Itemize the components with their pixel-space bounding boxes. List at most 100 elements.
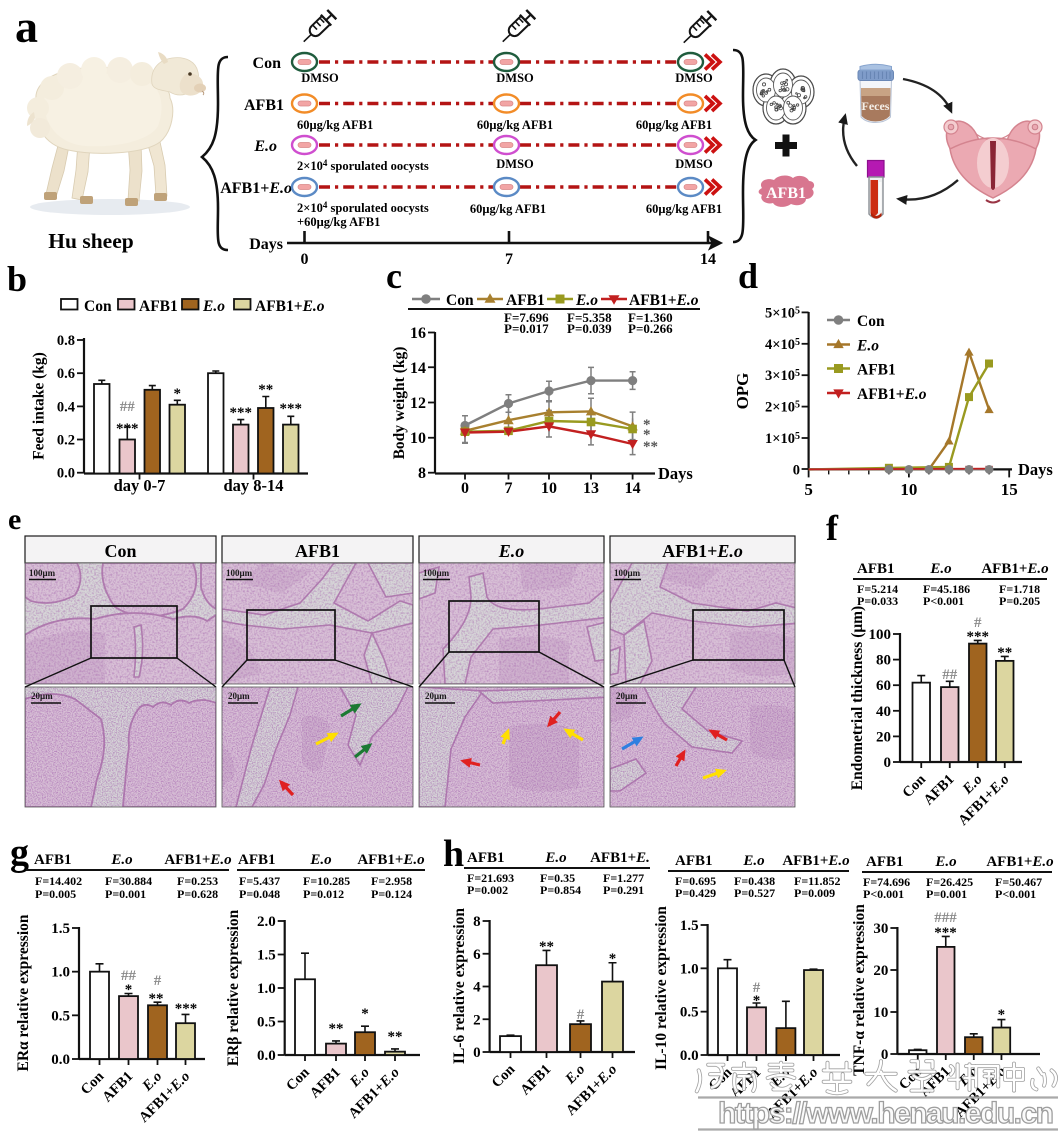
svg-text:100μm: 100μm <box>614 568 641 578</box>
svg-text:Con: Con <box>84 298 112 315</box>
svg-text:100: 100 <box>869 627 892 643</box>
svg-text:20μm: 20μm <box>228 691 250 701</box>
svg-text:AFB1+E.o: AFB1+E.o <box>164 852 231 868</box>
svg-text:0: 0 <box>473 1045 481 1061</box>
svg-text:13: 13 <box>583 480 599 497</box>
svg-text:#: # <box>154 973 162 989</box>
svg-text:2×104 sporulated oocysts: 2×104 sporulated oocysts <box>297 158 429 173</box>
svg-text:Endometrial thickness (μm): Endometrial thickness (μm) <box>849 606 866 790</box>
svg-text:AFB1: AFB1 <box>99 1069 136 1106</box>
svg-text:AFB1: AFB1 <box>506 292 545 309</box>
svg-text:1.5: 1.5 <box>257 948 276 964</box>
svg-text:20μm: 20μm <box>31 691 53 701</box>
svg-text:AFB1: AFB1 <box>34 852 72 868</box>
svg-text:AFB1+E.o: AFB1+E.o <box>629 292 699 309</box>
svg-text:4×105: 4×105 <box>765 337 800 353</box>
svg-text:P<0.001: P<0.001 <box>995 887 1036 901</box>
svg-text:F=1.277: F=1.277 <box>603 871 644 885</box>
svg-text:100μm: 100μm <box>423 568 450 578</box>
svg-text:***: *** <box>175 1001 198 1017</box>
svg-text:P=0.429: P=0.429 <box>675 886 716 900</box>
svg-text:0: 0 <box>301 251 309 268</box>
svg-text:5: 5 <box>804 480 813 499</box>
svg-text:d: d <box>738 256 758 296</box>
svg-text:b: b <box>7 259 27 299</box>
svg-text:ERβ relative expression: ERβ relative expression <box>225 909 242 1066</box>
svg-text:7: 7 <box>505 480 513 497</box>
svg-text:E.o: E.o <box>309 852 331 868</box>
svg-text:IL-6 relative expression: IL-6 relative expression <box>451 908 468 1065</box>
svg-text:*: * <box>609 951 617 967</box>
svg-text:##: ## <box>121 968 137 984</box>
svg-text:AFB1: AFB1 <box>139 298 178 315</box>
svg-text:1×105: 1×105 <box>765 431 800 447</box>
svg-text:E.o: E.o <box>202 298 225 315</box>
svg-text:60μg/kg AFB1: 60μg/kg AFB1 <box>470 202 546 216</box>
svg-text:AFB1+E.o: AFB1+E.o <box>955 772 1012 829</box>
svg-text:AFB1: AFB1 <box>866 854 904 870</box>
svg-text:2: 2 <box>473 1012 481 1028</box>
svg-text:AFB1: AFB1 <box>675 853 713 869</box>
svg-text:4: 4 <box>473 980 481 996</box>
svg-text:0.4: 0.4 <box>57 399 75 415</box>
svg-text:Days: Days <box>1018 460 1053 479</box>
svg-text:14: 14 <box>410 360 426 377</box>
svg-text:AFB1: AFB1 <box>857 561 895 577</box>
svg-text:1.0: 1.0 <box>51 965 70 981</box>
svg-text:ERα relative expression: ERα relative expression <box>15 914 32 1071</box>
svg-text:100μm: 100μm <box>29 568 56 578</box>
svg-text:60μg/kg AFB1: 60μg/kg AFB1 <box>636 118 712 132</box>
svg-text:AFB1+E.o: AFB1+E.o <box>782 853 849 869</box>
svg-text:0.5: 0.5 <box>51 1008 70 1024</box>
svg-text:**: ** <box>329 1021 344 1037</box>
svg-text:**: ** <box>539 939 554 955</box>
svg-text:20μm: 20μm <box>425 691 447 701</box>
svg-text:AFB1: AFB1 <box>244 97 284 114</box>
svg-text:0: 0 <box>461 480 469 497</box>
svg-text:AFB1: AFB1 <box>307 1065 344 1102</box>
svg-text:P=0.017: P=0.017 <box>504 321 549 336</box>
svg-text:60μg/kg AFB1: 60μg/kg AFB1 <box>477 118 553 132</box>
svg-text:0.6: 0.6 <box>57 366 75 382</box>
svg-text:F=11.852: F=11.852 <box>794 874 841 888</box>
svg-text:AFB1+E.: AFB1+E. <box>590 850 650 866</box>
svg-text:***: *** <box>116 421 139 437</box>
svg-text:15: 15 <box>1001 480 1018 499</box>
svg-text:DMSO: DMSO <box>496 71 534 85</box>
svg-text:*: * <box>998 1007 1006 1023</box>
svg-text:8: 8 <box>418 465 426 482</box>
svg-text:P=0.527: P=0.527 <box>734 886 775 900</box>
svg-text:**: ** <box>149 991 164 1007</box>
svg-text:40: 40 <box>876 704 891 720</box>
svg-text:E.o: E.o <box>110 852 132 868</box>
svg-text:1.5: 1.5 <box>51 921 70 937</box>
svg-text:20μm: 20μm <box>616 691 638 701</box>
svg-text:E.o: E.o <box>253 138 277 155</box>
svg-text:14: 14 <box>700 251 716 268</box>
svg-text:P=0.012: P=0.012 <box>303 887 344 901</box>
svg-text:DMSO: DMSO <box>675 157 713 171</box>
svg-text:##: ## <box>120 399 136 415</box>
svg-text:AFB1+E.o: AFB1+E.o <box>857 386 927 403</box>
svg-text:e: e <box>8 503 21 536</box>
svg-text:P=0.291: P=0.291 <box>603 883 644 897</box>
svg-text:E.o: E.o <box>498 541 525 561</box>
svg-text:E.o: E.o <box>742 853 764 869</box>
svg-text:Hu sheep: Hu sheep <box>48 229 133 253</box>
svg-text:#: # <box>974 615 982 631</box>
svg-text:*: * <box>361 1006 369 1022</box>
svg-text:0: 0 <box>881 1047 889 1063</box>
svg-text:P=0.009: P=0.009 <box>794 886 835 900</box>
svg-text:***: *** <box>966 629 989 645</box>
svg-text:6: 6 <box>473 947 481 963</box>
svg-text:F=10.285: F=10.285 <box>303 874 350 888</box>
svg-text:1.0: 1.0 <box>680 961 699 977</box>
svg-text:F=1.718: F=1.718 <box>999 582 1040 596</box>
svg-text:F=26.425: F=26.425 <box>926 875 973 889</box>
svg-text:0.0: 0.0 <box>680 1048 699 1064</box>
svg-text:AFB1: AFB1 <box>467 850 505 866</box>
svg-text:https://www.henau.edu.cn: https://www.henau.edu.cn <box>718 1097 1054 1130</box>
svg-text:1.0: 1.0 <box>257 981 276 997</box>
svg-text:Con: Con <box>446 292 474 309</box>
svg-text:E.o: E.o <box>575 292 598 309</box>
